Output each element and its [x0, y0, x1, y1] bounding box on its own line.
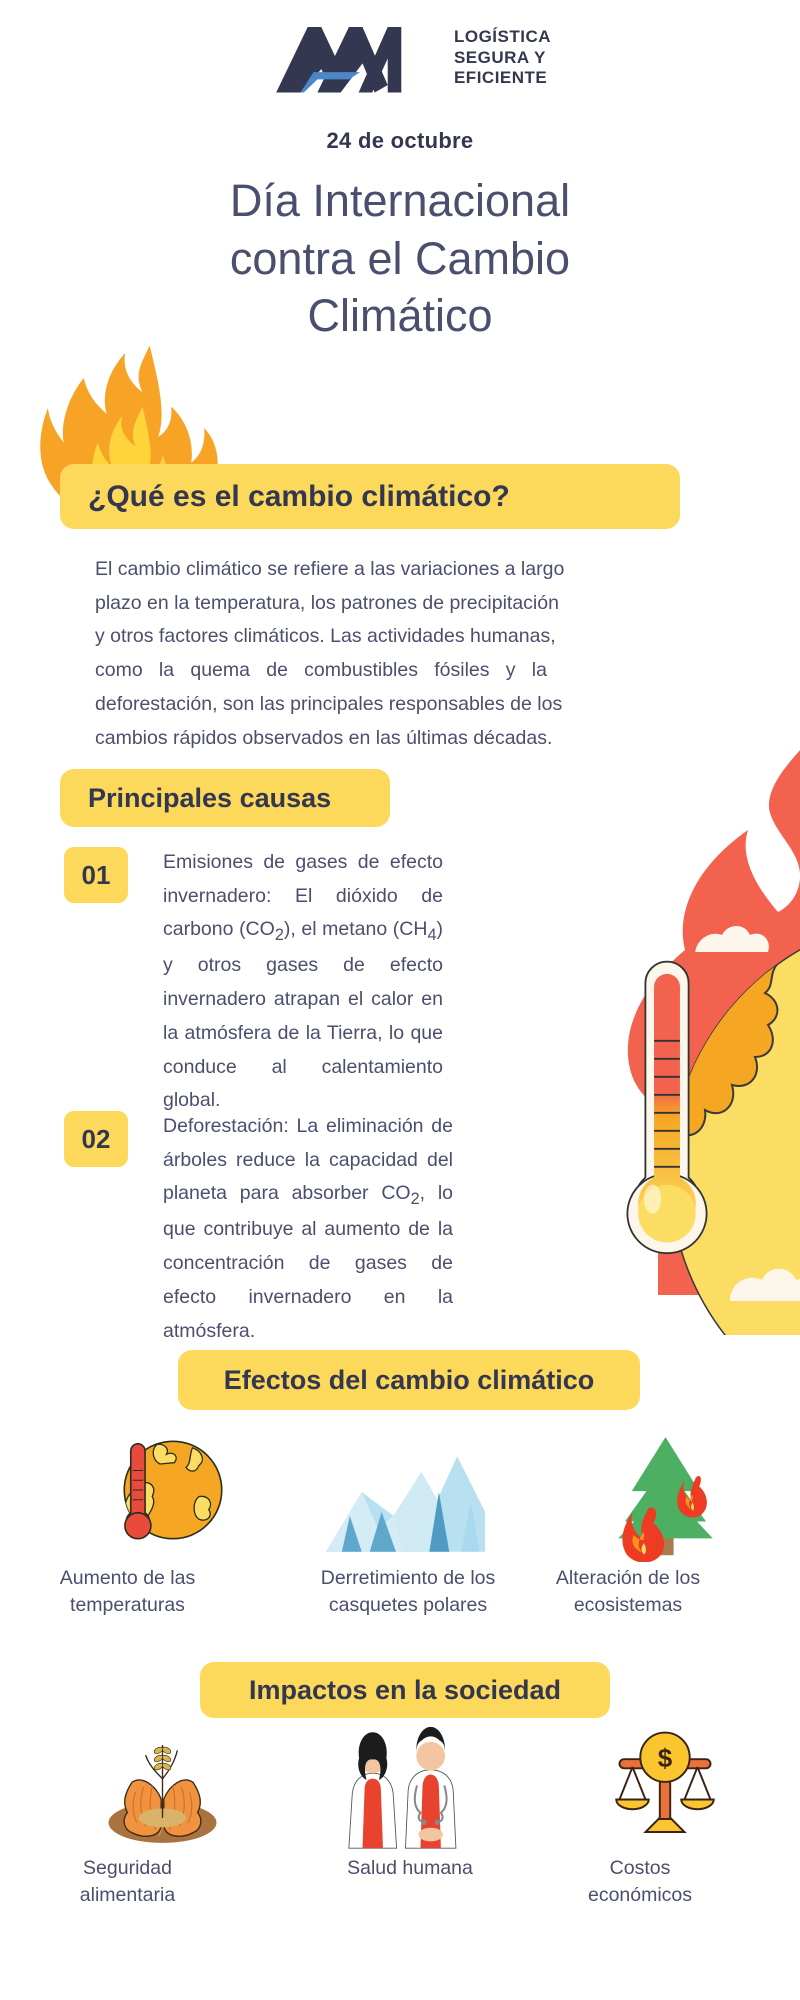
svg-text:$: $ [658, 1743, 673, 1773]
